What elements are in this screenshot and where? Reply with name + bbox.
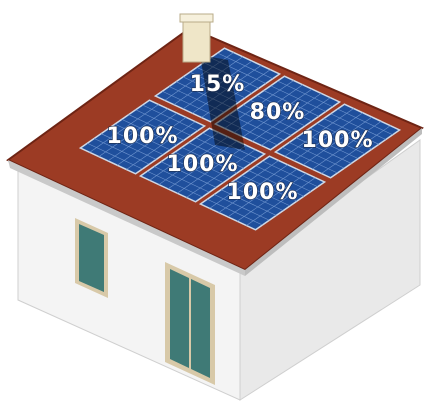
cell-line: [107, 128, 164, 155]
solar-array: [78, 47, 402, 231]
cell-line: [229, 114, 285, 141]
cell-line: [248, 170, 305, 197]
cell-line: [135, 109, 191, 136]
cell-line: [242, 104, 299, 131]
cell-line: [207, 198, 263, 226]
panel-output-label: 80%: [250, 100, 306, 125]
window: [79, 224, 104, 292]
cell-line: [181, 147, 238, 174]
cell-line: [188, 142, 245, 169]
cell-line: [195, 137, 251, 164]
cell-line: [175, 81, 232, 108]
cell-line: [203, 62, 260, 89]
cell-line: [142, 104, 198, 132]
cell-line: [167, 156, 224, 183]
cell-line: [202, 132, 258, 160]
cell-line: [277, 80, 333, 108]
cell-line: [263, 90, 320, 117]
cell-line: [100, 133, 157, 160]
cell-line: [196, 67, 253, 94]
cell-line: [114, 123, 171, 151]
eave-right: [245, 128, 422, 276]
cell-line: [309, 127, 366, 155]
cell-line: [182, 76, 239, 103]
cell-line: [282, 146, 338, 174]
cell-line: [154, 166, 210, 193]
panel-output-label: 15%: [190, 72, 246, 97]
cell-line: [128, 114, 185, 141]
cell-line: [217, 52, 273, 80]
cell-line: [316, 123, 373, 150]
cell-line: [87, 142, 143, 170]
cell-line: [160, 161, 217, 188]
chimney-shadow: [200, 55, 245, 150]
cell-line: [189, 71, 246, 99]
cell-line: [94, 138, 150, 165]
cell-line: [255, 165, 311, 192]
cell-line: [323, 118, 380, 145]
cell-line: [289, 142, 345, 169]
cell-line: [210, 57, 266, 84]
cell-line: [214, 194, 270, 221]
cell-line: [147, 170, 203, 198]
chimney-cap: [179, 13, 214, 23]
cell-line: [330, 113, 386, 140]
cell-line: [162, 90, 218, 118]
cell-line: [227, 184, 284, 211]
cell-line: [262, 160, 318, 188]
eave-left: [8, 160, 245, 276]
cell-line: [241, 175, 298, 202]
panel-output-label: 100%: [227, 180, 299, 205]
cell-line: [222, 118, 278, 146]
panel-output-label: 100%: [302, 128, 374, 153]
cell-line: [235, 109, 292, 136]
cell-line: [302, 132, 359, 159]
cell-line: [295, 137, 352, 164]
panel-output-label: 100%: [167, 152, 239, 177]
cell-line: [121, 119, 178, 146]
chimney: [182, 19, 211, 63]
cell-line: [249, 99, 306, 127]
panel-output-label: 100%: [107, 124, 179, 149]
cell-line: [169, 86, 225, 113]
cell-line: [234, 179, 291, 207]
cell-line: [270, 85, 326, 112]
cell-line: [220, 189, 277, 216]
cell-line: [256, 95, 313, 122]
cell-line: [174, 151, 231, 179]
cell-line: [337, 108, 393, 136]
